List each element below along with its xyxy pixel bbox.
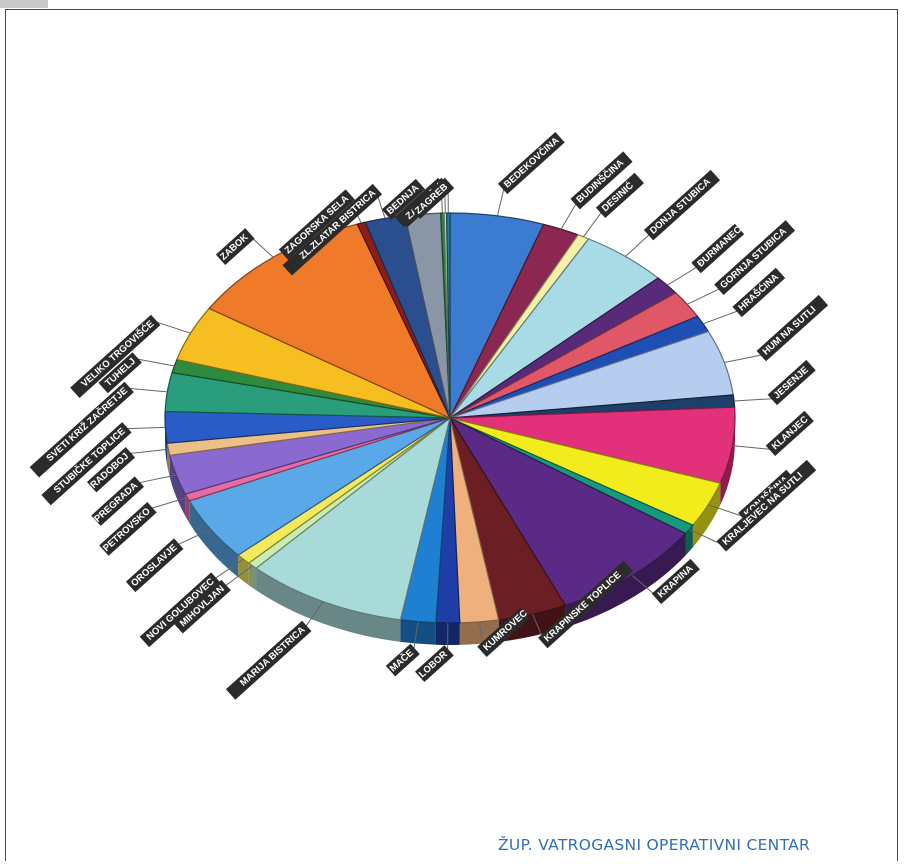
- chart-frame: [5, 9, 898, 861]
- slice-label-oroslavje: OROSLAVJE: [125, 538, 184, 593]
- pie-depth-kraljevec-na-sutli: [685, 525, 693, 556]
- leader-line-radoboj: [128, 448, 169, 455]
- leader-line-bedekovcina: [496, 187, 505, 216]
- pie-depth-klanjec: [720, 418, 735, 506]
- slice-label-jesenje: JESENJE: [767, 359, 816, 406]
- svg-text:JESENJE: JESENJE: [772, 365, 811, 402]
- svg-text:ĐURMANEC: ĐURMANEC: [695, 224, 744, 269]
- slice-label-marija-bistrica: MARIJA BISTRICA: [225, 620, 312, 700]
- leader-line-tuhelj: [135, 358, 175, 367]
- pie-depth-novi-golubovec: [238, 555, 249, 586]
- slice-label-zabok: ZABOK: [215, 228, 255, 266]
- leader-line-mihovljan: [224, 565, 253, 587]
- leader-line-hrascina: [702, 310, 739, 325]
- pie-depth-marija-bistrica: [256, 568, 401, 642]
- svg-text:KLANJEC: KLANJEC: [770, 414, 811, 452]
- svg-text:ZABOK: ZABOK: [218, 232, 251, 263]
- pie-depth-pregrada: [169, 455, 186, 517]
- pie-slice-zagreb: [445, 212, 451, 419]
- leader-line-stubicke-toplice: [125, 426, 166, 430]
- leader-line-petrovsko: [150, 496, 188, 510]
- pie-depth-mihovljan: [248, 563, 257, 591]
- svg-text:OROSLAVJE: OROSLAVJE: [129, 542, 179, 589]
- pie-depth-konjscina: [692, 483, 721, 548]
- leader-line-hum-na-sutli: [724, 354, 763, 363]
- leader-line-mace: [413, 621, 419, 651]
- slice-label-bedekovcina: BEDEKOVČINA: [497, 131, 565, 195]
- leader-line-kraljevec-na-sutli: [689, 528, 723, 546]
- pie-depth-krapinske-toplice: [498, 605, 566, 642]
- leader-line-gornja-stubica: [686, 287, 721, 305]
- leader-line-oroslavje: [177, 528, 211, 546]
- svg-text:BEDEKOVČINA: BEDEKOVČINA: [501, 134, 561, 190]
- leader-line-sveti-kriz-zacretje: [127, 387, 168, 393]
- leader-line-desinic: [582, 211, 603, 238]
- pie-depth-petrovsko: [185, 494, 190, 523]
- pie-depth-oroslavje: [189, 500, 239, 578]
- top-bar: [0, 0, 906, 10]
- svg-text:KRALJEVEC NA SUTLI: KRALJEVEC NA SUTLI: [721, 470, 805, 548]
- svg-text:HUM NA SUTLI: HUM NA SUTLI: [761, 304, 819, 357]
- pie-depth-stubicke-toplice: [165, 418, 168, 466]
- pie-depth-mace: [400, 619, 436, 645]
- pie-depth-radoboj: [167, 443, 170, 478]
- leader-line-novi-golubovec: [214, 558, 244, 580]
- leader-line-budinscina: [560, 202, 578, 230]
- pie-top: [164, 212, 736, 624]
- slice-label-klanjec: KLANJEC: [765, 410, 814, 457]
- svg-text:LOBOR: LOBOR: [417, 649, 450, 680]
- slice-label-kraljevec-na-sutli: KRALJEVEC NA SUTLI: [716, 459, 817, 552]
- slice-label-hum-na-sutli: HUM NA SUTLI: [756, 294, 829, 362]
- leader-line-konjscina: [708, 504, 745, 518]
- leader-line-durmanec: [666, 266, 698, 286]
- footer-text: ŽUP. VATROGASNI OPERATIVNI CENTAR: [498, 836, 811, 854]
- slice-label-mace: MAČE: [385, 643, 420, 677]
- leader-line-jesenje: [733, 398, 774, 402]
- leader-line-marija-bistrica: [304, 601, 324, 628]
- svg-text:MARIJA BISTRICA: MARIJA BISTRICA: [238, 624, 308, 688]
- svg-text:DONJA STUBICA: DONJA STUBICA: [648, 176, 713, 236]
- leader-line-klanjec: [732, 445, 772, 450]
- slice-label-donja-stubica: DONJA STUBICA: [643, 169, 721, 241]
- leader-line-pregrada: [137, 474, 177, 484]
- top-bar-tab: [0, 0, 48, 8]
- leader-line-veliko-trgovisce: [154, 320, 191, 334]
- leader-line-donja-stubica: [625, 233, 651, 257]
- svg-text:SVETI KRIŽ ZAČRETJE: SVETI KRIŽ ZAČRETJE: [44, 385, 130, 464]
- slice-label-lobor: LOBOR: [415, 645, 454, 682]
